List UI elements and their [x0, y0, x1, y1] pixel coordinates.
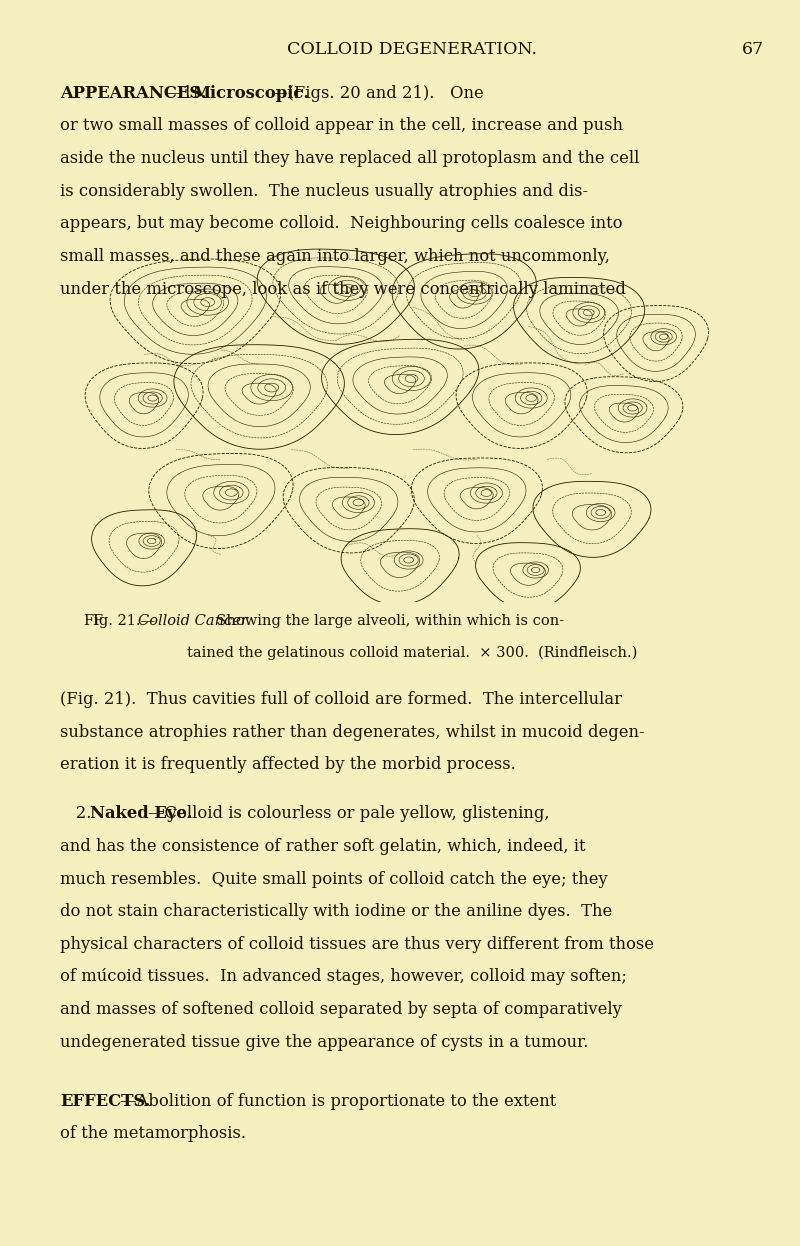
Text: much resembles.  Quite small points of colloid catch the eye; they: much resembles. Quite small points of co…: [60, 871, 608, 887]
Text: is considerably swollen.  The nucleus usually atrophies and dis-: is considerably swollen. The nucleus usu…: [60, 183, 588, 199]
Text: under the microscope, look as if they were concentrically laminated: under the microscope, look as if they we…: [60, 280, 626, 298]
Text: of múcoid tissues.  In advanced stages, however, colloid may soften;: of múcoid tissues. In advanced stages, …: [60, 968, 627, 986]
Text: of the metamorphosis.: of the metamorphosis.: [60, 1125, 246, 1143]
Text: and masses of softened colloid separated by septa of comparatively: and masses of softened colloid separated…: [60, 1001, 622, 1018]
Text: 67: 67: [742, 41, 764, 59]
Text: undegenerated tissue give the appearance of cysts in a tumour.: undegenerated tissue give the appearance…: [60, 1034, 588, 1050]
Text: and has the consistence of rather soft gelatin, which, indeed, it: and has the consistence of rather soft g…: [60, 837, 586, 855]
Text: Colloid Cancer.: Colloid Cancer.: [138, 614, 250, 628]
Text: APPEARANCES.: APPEARANCES.: [60, 85, 206, 102]
Text: (Fig. 21).  Thus cavities full of colloid are formed.  The intercellular: (Fig. 21). Thus cavities full of colloid…: [60, 692, 622, 708]
Text: small masses, and these again into larger, which not uncommonly,: small masses, and these again into large…: [60, 248, 610, 265]
Text: EFFECTS.: EFFECTS.: [60, 1093, 150, 1109]
Text: Showing the large alveoli, within which is con-: Showing the large alveoli, within which …: [207, 614, 564, 628]
Text: eration it is frequently affected by the morbid process.: eration it is frequently affected by the…: [60, 756, 516, 774]
Text: 2.: 2.: [60, 805, 97, 822]
Text: F: F: [92, 614, 102, 628]
Text: do not stain characteristically with iodine or the aniline dyes.  The: do not stain characteristically with iod…: [60, 903, 612, 921]
Text: —1.: —1.: [166, 85, 204, 102]
Text: substance atrophies rather than degenerates, whilst in mucoid degen-: substance atrophies rather than degenera…: [60, 724, 645, 740]
Text: —(Figs. 20 and 21).   One: —(Figs. 20 and 21). One: [271, 85, 484, 102]
Text: Fig. 21.—: Fig. 21.—: [84, 614, 155, 628]
Text: Naked Eye.: Naked Eye.: [90, 805, 193, 822]
Text: or two small masses of colloid appear in the cell, increase and push: or two small masses of colloid appear in…: [60, 117, 623, 135]
Text: aside the nucleus until they have replaced all protoplasm and the cell: aside the nucleus until they have replac…: [60, 150, 639, 167]
Text: —Colloid is colourless or pale yellow, glistening,: —Colloid is colourless or pale yellow, g…: [148, 805, 550, 822]
Text: COLLOID DEGENERATION.: COLLOID DEGENERATION.: [287, 41, 537, 59]
Text: tained the gelatinous colloid material.  × 300.  (Rindfleisch.): tained the gelatinous colloid material. …: [187, 645, 637, 659]
Text: physical characters of colloid tissues are thus very different from those: physical characters of colloid tissues a…: [60, 936, 654, 953]
Text: —Abolition of function is proportionate to the extent: —Abolition of function is proportionate …: [120, 1093, 556, 1109]
Text: Microscopic.: Microscopic.: [192, 85, 309, 102]
Text: appears, but may become colloid.  Neighbouring cells coalesce into: appears, but may become colloid. Neighbo…: [60, 216, 622, 232]
